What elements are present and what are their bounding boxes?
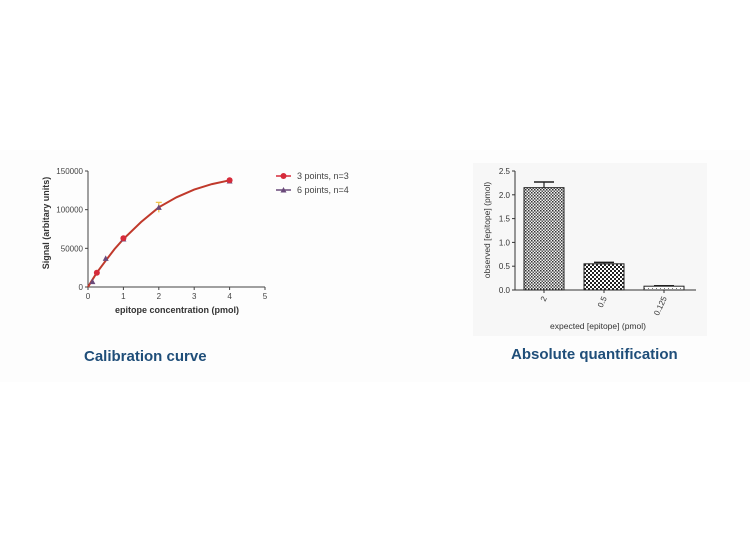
point-6-points [89, 278, 96, 285]
y-tick-label: 50000 [61, 244, 84, 253]
calibration-curve-caption: Calibration curve [84, 348, 207, 365]
point-3-points [226, 177, 233, 184]
point-3-points [93, 269, 100, 276]
legend-marker-3-points [280, 173, 287, 179]
quant-x-tick-label: 2 [539, 295, 549, 303]
x-tick-label: 0 [86, 292, 91, 301]
bar-0.125 [643, 285, 685, 291]
quant-ticks: 0.0 0.5 1.0 1.5 2.0 2.5 [499, 167, 515, 295]
legend-label-3-points: 3 points, n=3 [297, 171, 349, 181]
quant-x-tick-label: 0.5 [596, 295, 609, 309]
absolute-quantification-caption: Absolute quantification [511, 346, 678, 363]
x-tick-label: 5 [263, 292, 268, 301]
bar-2 [523, 187, 565, 291]
point-6-points [102, 255, 109, 261]
quant-y-tick-label: 2.0 [499, 191, 511, 200]
bar-0.5 [583, 263, 625, 291]
calibration-ticks: 0 1 2 3 4 5 0 50000 100000 150000 [56, 167, 267, 301]
legend-marker-6-points [280, 187, 287, 193]
y-tick-label: 0 [79, 283, 84, 292]
quant-y-axis-label: observed [epitope] (pmol) [482, 182, 492, 279]
quant-y-tick-label: 0.5 [499, 262, 511, 271]
x-tick-label: 2 [157, 292, 162, 301]
legend-label-6-points: 6 points, n=4 [297, 185, 349, 195]
y-tick-label: 100000 [56, 206, 83, 215]
calibration-axes [87, 171, 265, 288]
quant-x-axis-label: expected [epitope] (pmol) [550, 321, 646, 331]
calibration-points [89, 177, 233, 285]
quant-chart-background [473, 163, 707, 336]
quant-y-tick-label: 0.0 [499, 286, 511, 295]
x-tick-label: 4 [227, 292, 232, 301]
calibration-y-axis-label: Signal (arbitary units) [41, 177, 51, 270]
point-6-points [155, 204, 162, 210]
calibration-x-axis-label: epitope concentration (pmol) [115, 305, 239, 315]
quant-y-tick-label: 2.5 [499, 167, 511, 176]
x-tick-label: 3 [192, 292, 197, 301]
point-3-points [120, 235, 127, 242]
quant-y-tick-label: 1.0 [499, 238, 511, 247]
calibration-legend: 3 points, n=3 6 points, n=4 [276, 171, 349, 195]
y-tick-label: 150000 [56, 167, 83, 176]
x-tick-label: 1 [121, 292, 126, 301]
quant-y-tick-label: 1.5 [499, 215, 511, 224]
